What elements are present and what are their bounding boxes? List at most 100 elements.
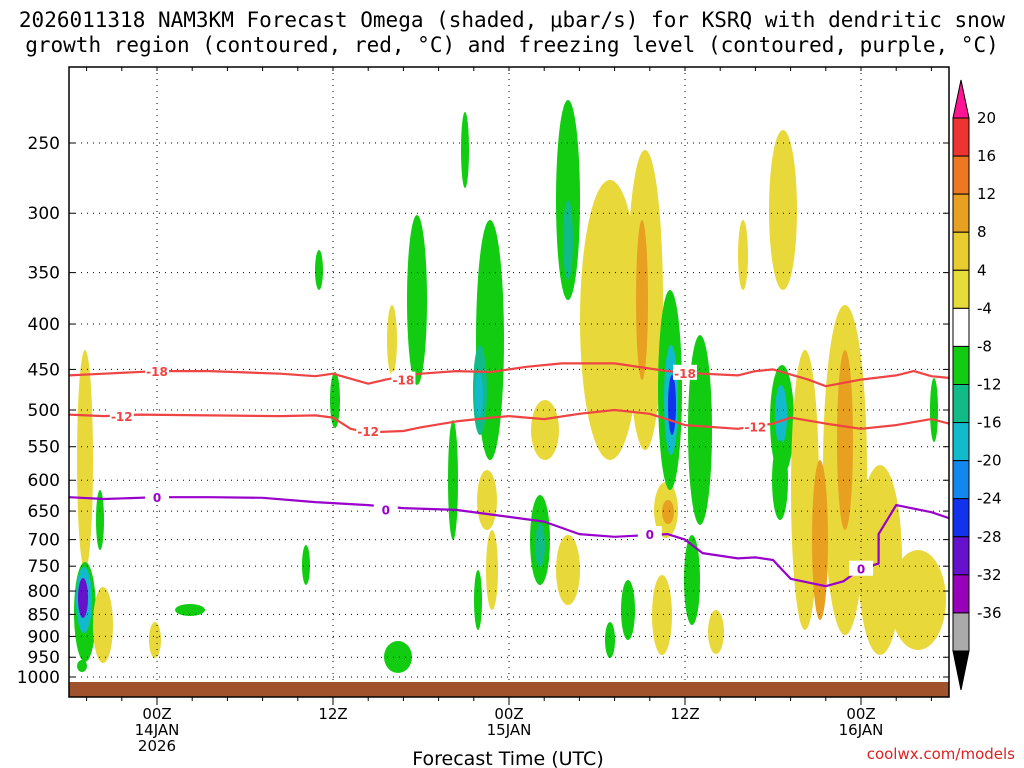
omega-cell [812, 460, 828, 620]
x-axis-title: Forecast Time (UTC) [412, 748, 603, 768]
colorbar-label: -20 [977, 452, 1002, 470]
colorbar-segment [952, 536, 970, 576]
contour-label: -18 [146, 365, 168, 379]
omega-cell [407, 215, 427, 385]
x-tick-label: 12Z [670, 705, 699, 723]
contour-label-bg [145, 489, 169, 505]
y-axis: 2503003504004505005506006507007508008509… [17, 134, 949, 688]
contour-label-bg [391, 371, 416, 387]
omega-cell [791, 350, 819, 630]
omega-cell [93, 587, 113, 663]
x-tick-label: 14JAN [135, 721, 180, 739]
omega-cell [890, 550, 946, 650]
footer-credit[interactable]: coolwx.com/models [867, 745, 1015, 763]
colorbar-cap-top [952, 79, 970, 119]
colorbar-label: -36 [977, 604, 1002, 622]
y-tick-label: 250 [28, 134, 60, 154]
chart-title-line1: 2026011318 NAM3KM Forecast Omega (shaded… [18, 8, 1006, 32]
y-tick-label: 500 [28, 401, 60, 421]
colorbar-label: -12 [977, 376, 1002, 394]
y-tick-label: 800 [28, 582, 60, 602]
colorbar-segment [952, 307, 970, 347]
contour-line [69, 408, 949, 434]
colorbar-segment [952, 155, 970, 195]
omega-cell [77, 660, 87, 672]
omega-cell [387, 305, 397, 375]
omega-cell [636, 220, 648, 380]
contour-label-bg [356, 422, 381, 438]
omega-cell [930, 378, 938, 442]
omega-cell [775, 385, 787, 445]
omega-cell [684, 535, 700, 625]
omega-cell [477, 470, 497, 530]
omega-cell [621, 580, 635, 640]
omega-cell [535, 523, 545, 567]
contour-label: -18 [674, 367, 696, 381]
colorbar-segment [952, 498, 970, 538]
omega-cell [837, 350, 853, 530]
y-tick-label: 700 [28, 531, 60, 551]
contour-label-bg [373, 501, 398, 517]
colorbar-segment [952, 422, 970, 462]
omega-cell [149, 622, 161, 658]
colorbar: 20 16 12 8 4 -4 -8 -12 -16 -20 -24 -28 -32 -36 [952, 79, 1002, 691]
y-tick-label: 900 [28, 627, 60, 647]
x-tick-label: 16JAN [839, 721, 884, 739]
colorbar-label: -8 [977, 337, 992, 355]
y-tick-label: 750 [28, 557, 60, 577]
colorbar-segment [952, 117, 970, 157]
omega-cell [302, 545, 310, 585]
contour-label-bg [673, 364, 697, 380]
y-tick-label: 550 [28, 438, 60, 458]
omega-cell [475, 373, 483, 417]
omega-cell [769, 130, 797, 290]
x-tick-label: 00Z [846, 705, 875, 723]
colorbar-label: -16 [977, 414, 1002, 432]
colorbar-label: 4 [977, 261, 987, 279]
colorbar-label: 8 [977, 223, 987, 241]
omega-cell [77, 350, 93, 570]
contour-label: -12 [357, 425, 379, 439]
omega-cell [78, 578, 88, 618]
contour-label: 0 [646, 528, 654, 542]
x-tick-label: 15JAN [487, 721, 532, 739]
y-tick-label: 350 [28, 264, 60, 284]
omega-cell [662, 500, 674, 524]
colorbar-segment [952, 193, 970, 233]
omega-cell [461, 112, 469, 188]
colorbar-segment [952, 269, 970, 309]
omega-cell [175, 604, 205, 616]
contour-label: -18 [393, 374, 415, 388]
contour-label: 0 [857, 563, 865, 577]
omega-cell [652, 575, 672, 655]
y-tick-label: 650 [28, 502, 60, 522]
omega-cell [556, 535, 580, 605]
colorbar-label: -24 [977, 490, 1002, 508]
y-tick-label: 600 [28, 471, 60, 491]
omega-cell [708, 610, 724, 654]
y-tick-label: 300 [28, 204, 60, 224]
omega-cell [384, 641, 412, 673]
contour-label-bg [743, 418, 768, 434]
omega-cell [738, 220, 748, 290]
colorbar-label: -28 [977, 528, 1002, 546]
omega-cell [605, 622, 615, 658]
colorbar-cap-bottom [952, 650, 970, 691]
y-tick-label: 1000 [17, 668, 60, 688]
contour-label: -12 [111, 410, 133, 424]
colorbar-label: 12 [977, 185, 996, 203]
omega-cell [474, 570, 482, 630]
omega-cell [531, 400, 559, 460]
chart-title-line2: growth region (contoured, red, °C) and f… [25, 33, 999, 57]
contour-label: 0 [382, 503, 390, 517]
colorbar-label: -4 [977, 299, 992, 317]
omega-cell [580, 180, 640, 460]
y-tick-label: 850 [28, 605, 60, 625]
x-tick-label: 2026 [138, 737, 176, 755]
x-tick-label: 00Z [142, 705, 171, 723]
contour-label-bg [145, 363, 169, 379]
contour-line [69, 362, 949, 388]
omega-cell [563, 200, 573, 280]
colorbar-label: 20 [977, 109, 996, 127]
